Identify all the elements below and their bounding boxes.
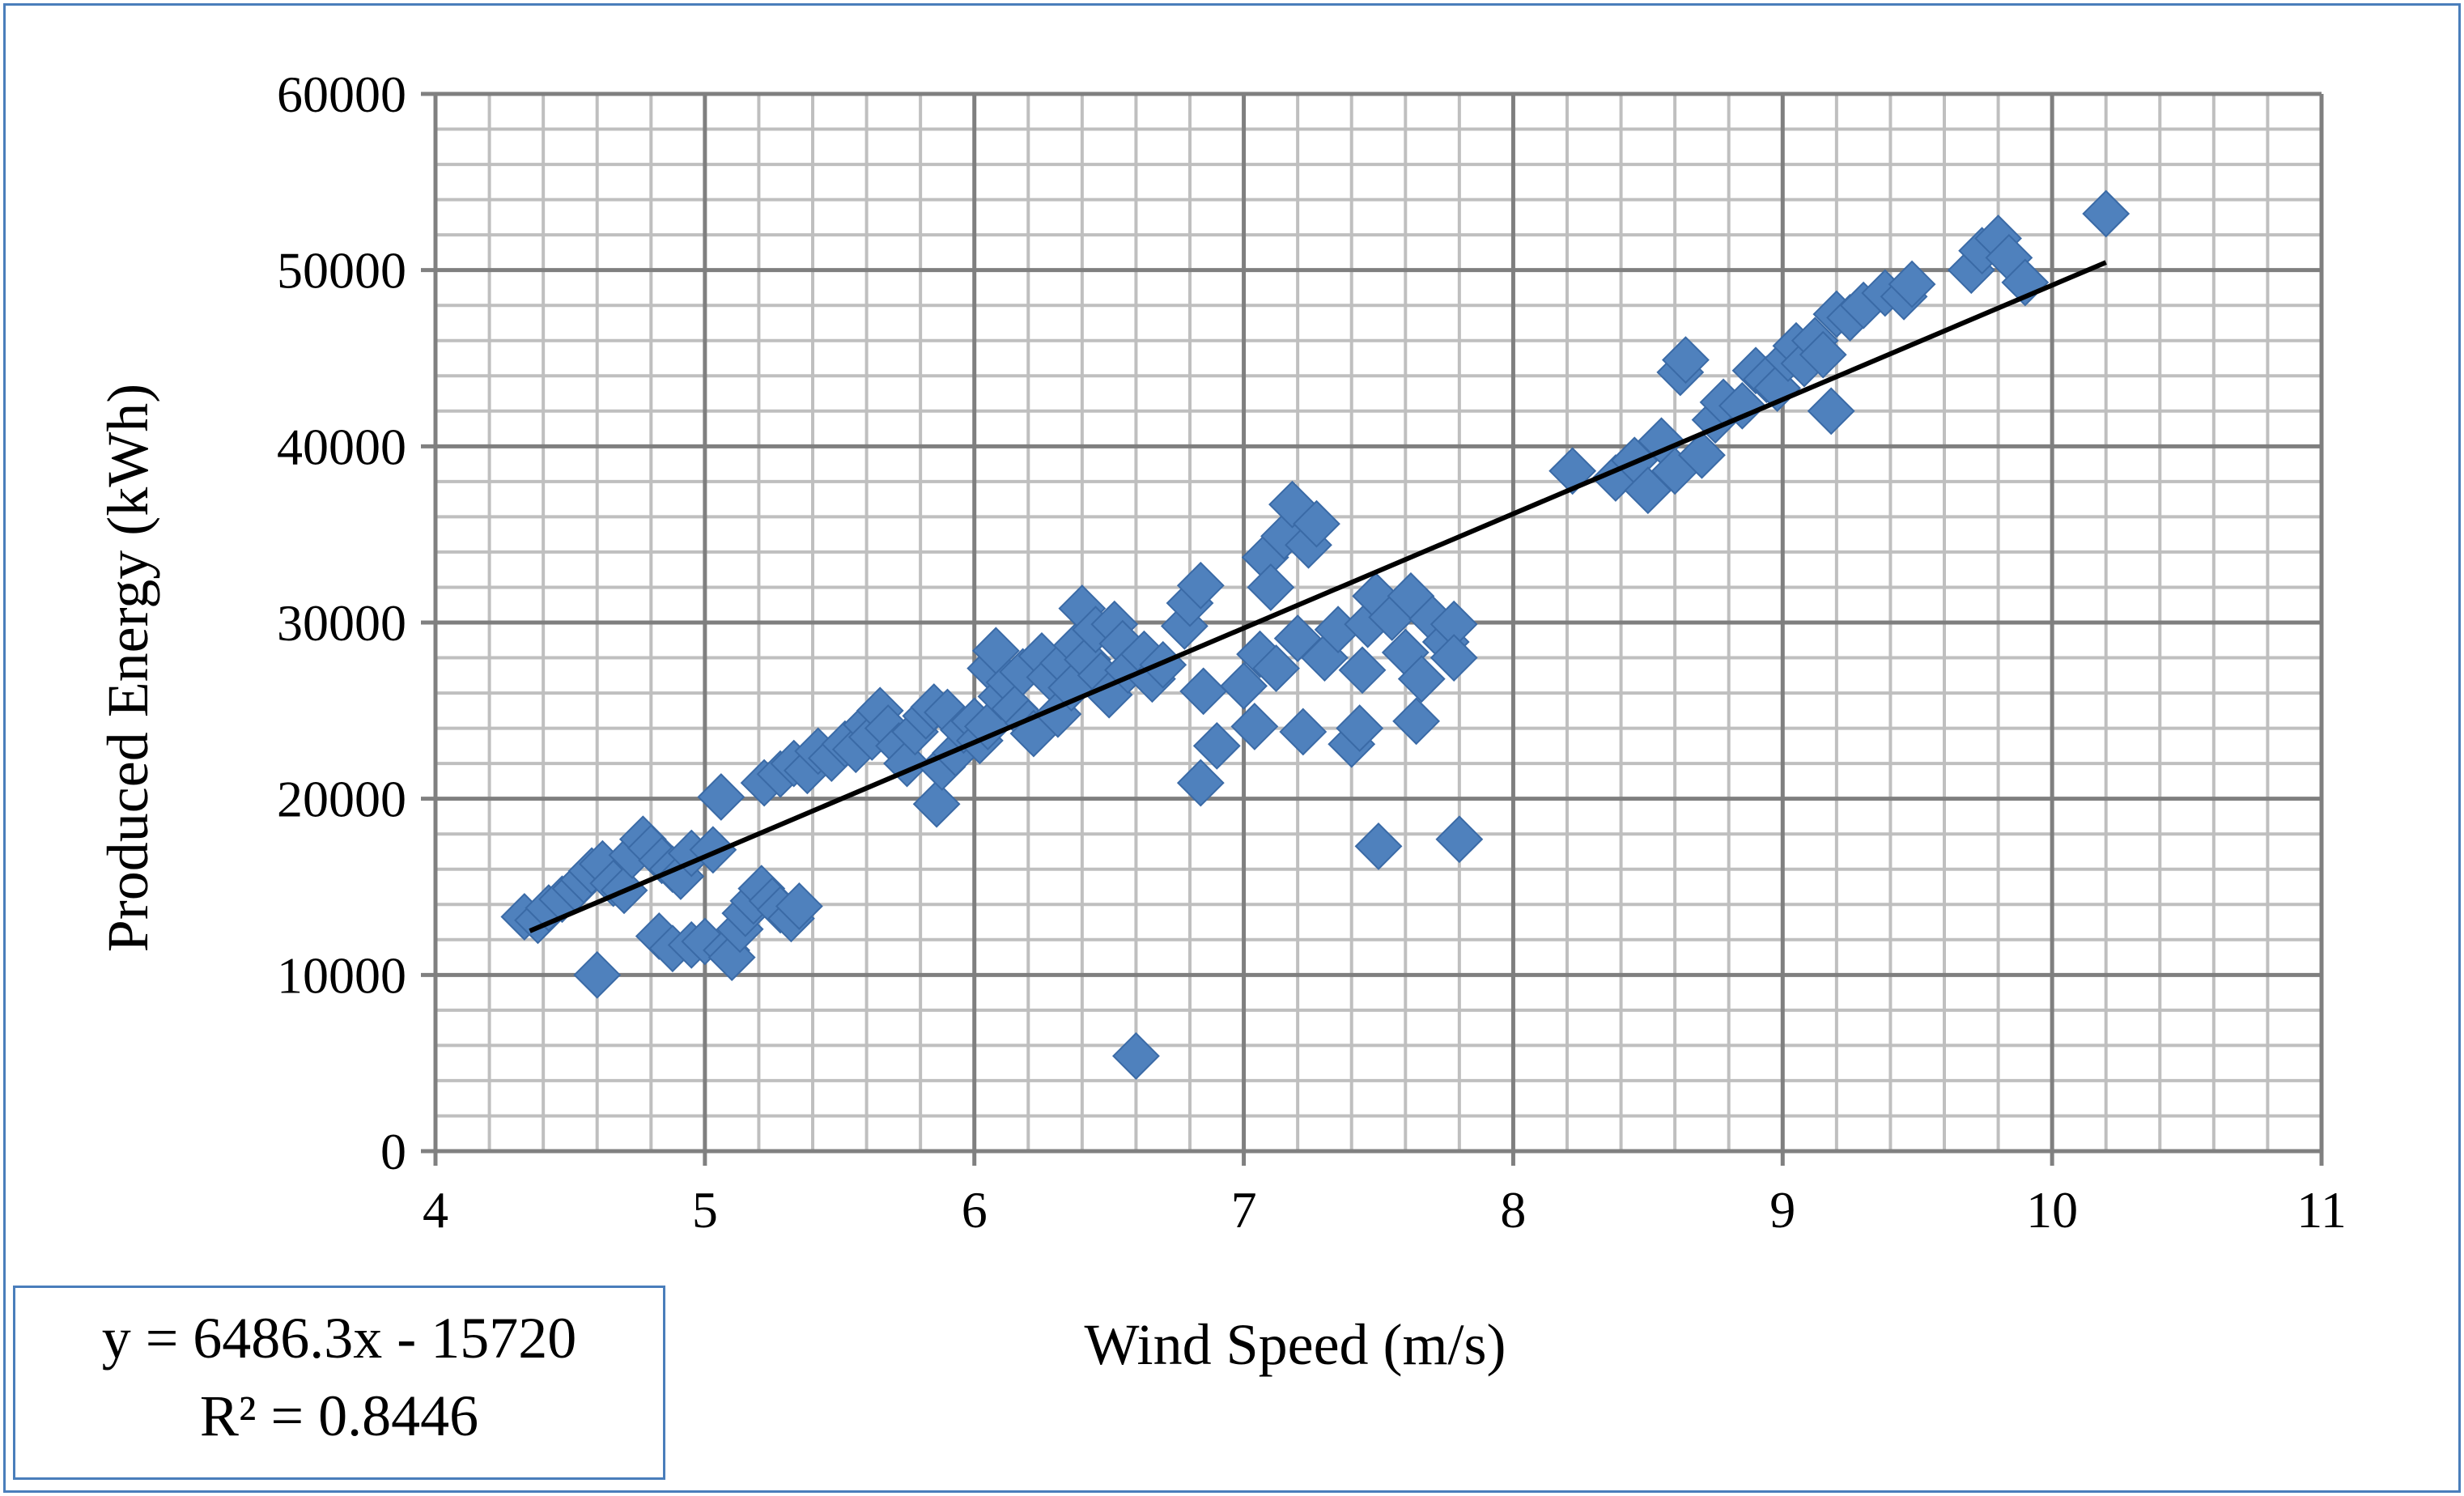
- data-point: [1807, 387, 1855, 436]
- y-tick-labels: 0 10000 20000 30000 40000 50000 60000: [277, 66, 406, 1180]
- data-point: [1192, 721, 1241, 770]
- data-point: [1678, 431, 1726, 479]
- x-tick-label: 4: [423, 1181, 448, 1239]
- data-points: [500, 189, 2131, 1080]
- y-tick-label: 60000: [277, 66, 406, 123]
- data-point: [1430, 634, 1478, 682]
- axes: [421, 91, 2324, 1166]
- x-tick-label: 9: [1769, 1181, 1795, 1239]
- chart-frame: [3, 3, 2461, 1493]
- y-tick-label: 30000: [277, 594, 406, 652]
- data-point: [1397, 655, 1446, 703]
- data-point: [1279, 708, 1328, 756]
- x-tick-label: 6: [962, 1181, 988, 1239]
- data-point: [573, 950, 622, 999]
- data-point: [1338, 646, 1387, 695]
- data-point: [1888, 260, 1936, 308]
- data-point: [1799, 330, 1847, 379]
- data-point: [1220, 661, 1268, 710]
- trendline-equation: y = 6486.3x - 15720: [101, 1306, 577, 1371]
- r-squared-value: R² = 0.8446: [199, 1383, 479, 1448]
- major-gridlines: [435, 91, 2324, 1151]
- data-point: [1392, 697, 1441, 746]
- y-axis-title: Produced Energy (kWh): [96, 384, 160, 952]
- data-point: [2082, 189, 2131, 238]
- data-point: [1252, 644, 1300, 693]
- x-tick-label: 8: [1500, 1181, 1526, 1239]
- data-point: [1293, 499, 1340, 548]
- data-point: [1354, 822, 1403, 870]
- data-point: [775, 882, 823, 930]
- x-tick-label: 11: [2296, 1181, 2347, 1239]
- y-tick-label: 20000: [277, 771, 406, 828]
- data-point: [697, 773, 746, 821]
- data-point: [689, 826, 737, 874]
- y-tick-label: 50000: [277, 242, 406, 300]
- data-point: [1336, 704, 1384, 753]
- y-tick-label: 40000: [277, 418, 406, 475]
- x-axis-title: Wind Speed (m/s): [1084, 1312, 1506, 1377]
- data-point: [1179, 667, 1228, 716]
- data-point: [1176, 759, 1225, 807]
- data-point: [1176, 561, 1225, 610]
- trendline-equation-box: y = 6486.3x - 15720 R² = 0.8446: [13, 1286, 665, 1480]
- x-tick-label: 7: [1231, 1181, 1257, 1239]
- data-point: [1247, 563, 1295, 611]
- data-point: [1718, 381, 1766, 430]
- data-point: [1435, 815, 1484, 864]
- x-tick-labels: 4 5 6 7 8 9 10 11: [423, 1181, 2347, 1239]
- data-point: [1112, 1032, 1160, 1080]
- y-tick-label: 10000: [277, 946, 406, 1004]
- x-tick-label: 5: [692, 1181, 718, 1239]
- data-point: [912, 780, 961, 828]
- data-point: [1230, 703, 1279, 750]
- y-tick-label: 0: [380, 1123, 406, 1180]
- data-point: [1662, 336, 1710, 385]
- trendline: [529, 260, 2107, 933]
- x-tick-label: 10: [2026, 1181, 2078, 1239]
